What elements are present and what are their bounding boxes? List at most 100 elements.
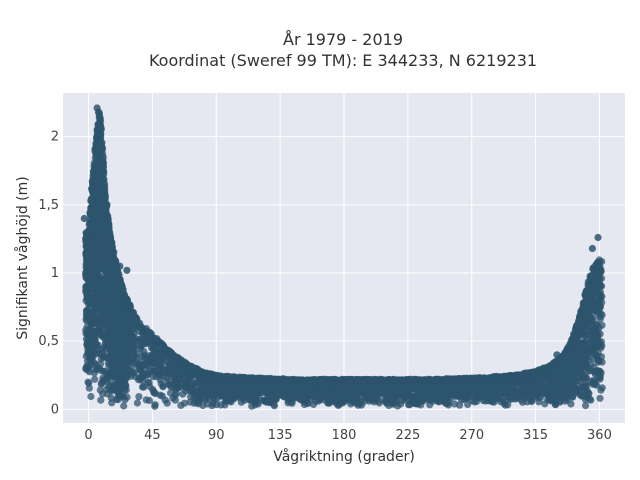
data-point [123, 393, 131, 401]
data-point [575, 374, 583, 382]
data-point [583, 374, 591, 382]
data-point [149, 368, 157, 376]
data-point [199, 387, 207, 395]
data-point [541, 400, 549, 408]
data-point [594, 349, 602, 357]
data-point [116, 347, 124, 355]
data-point [579, 385, 588, 393]
data-point [149, 385, 157, 394]
data-point [138, 383, 147, 391]
data-point [96, 326, 104, 334]
data-point [581, 360, 590, 368]
data-point [594, 358, 602, 366]
data-point [585, 389, 593, 398]
data-point [83, 292, 91, 300]
grid [63, 93, 625, 423]
data-point [83, 308, 91, 316]
data-point [594, 306, 602, 314]
data-point [108, 368, 116, 376]
data-point [596, 330, 604, 338]
data-point [84, 378, 92, 386]
data-point [587, 343, 595, 351]
data-point [586, 366, 594, 374]
data-point [186, 398, 194, 406]
data-point [135, 393, 143, 401]
data-point [140, 351, 149, 359]
data-point [99, 390, 107, 398]
data-point [85, 221, 93, 229]
data-point [145, 379, 153, 387]
data-point [159, 366, 167, 374]
data-point [591, 336, 599, 344]
data-point [382, 397, 390, 405]
data-point [84, 348, 92, 356]
data-point [113, 380, 121, 388]
data-point [97, 316, 106, 324]
data-point [181, 399, 189, 407]
data-point [582, 402, 590, 410]
data-point [98, 145, 106, 153]
data-point [91, 237, 99, 245]
data-point [520, 384, 529, 392]
data-point [148, 358, 157, 366]
data-point [142, 359, 150, 367]
chart-title: År 1979 - 2019 [283, 30, 403, 49]
data-point [96, 360, 105, 368]
data-point [329, 389, 337, 397]
data-point [91, 375, 99, 383]
data-point [303, 396, 311, 404]
data-point [230, 393, 238, 401]
data-point [85, 368, 94, 376]
data-point [85, 286, 93, 294]
data-point [205, 395, 214, 403]
data-point [102, 374, 110, 382]
data-point [499, 396, 507, 404]
data-point [260, 397, 268, 405]
data-point [595, 368, 603, 376]
data-point [490, 398, 498, 406]
data-point [450, 400, 459, 408]
data-point [248, 402, 256, 410]
data-points [80, 104, 606, 410]
data-point [120, 402, 128, 410]
data-point [107, 394, 115, 402]
data-point [595, 290, 603, 298]
data-point [145, 396, 154, 405]
data-point [133, 399, 141, 407]
data-point [238, 392, 246, 400]
data-point [563, 396, 571, 404]
data-point [87, 392, 95, 401]
data-point [514, 392, 522, 400]
data-point [580, 339, 588, 347]
data-point [219, 391, 227, 399]
data-point [160, 372, 168, 380]
data-point [124, 359, 132, 367]
data-point [546, 374, 554, 382]
data-point [94, 272, 102, 280]
data-point [91, 230, 99, 238]
data-point [338, 391, 347, 399]
data-point [464, 400, 472, 409]
data-point [85, 384, 93, 392]
data-point [132, 373, 140, 381]
data-point [314, 397, 322, 405]
data-point [589, 314, 598, 322]
data-point [128, 331, 136, 339]
data-point [104, 354, 112, 362]
data-point [473, 397, 481, 406]
data-point [216, 380, 224, 388]
data-point [181, 383, 189, 391]
data-point [323, 395, 331, 403]
data-point [510, 387, 518, 395]
data-point [166, 381, 174, 389]
data-point [151, 401, 159, 409]
data-point [94, 198, 102, 206]
data-point [107, 387, 115, 395]
data-point [187, 381, 195, 389]
data-point [103, 310, 111, 318]
data-point [161, 396, 169, 404]
data-point [179, 390, 187, 398]
data-point [85, 342, 93, 350]
data-point [223, 396, 231, 404]
